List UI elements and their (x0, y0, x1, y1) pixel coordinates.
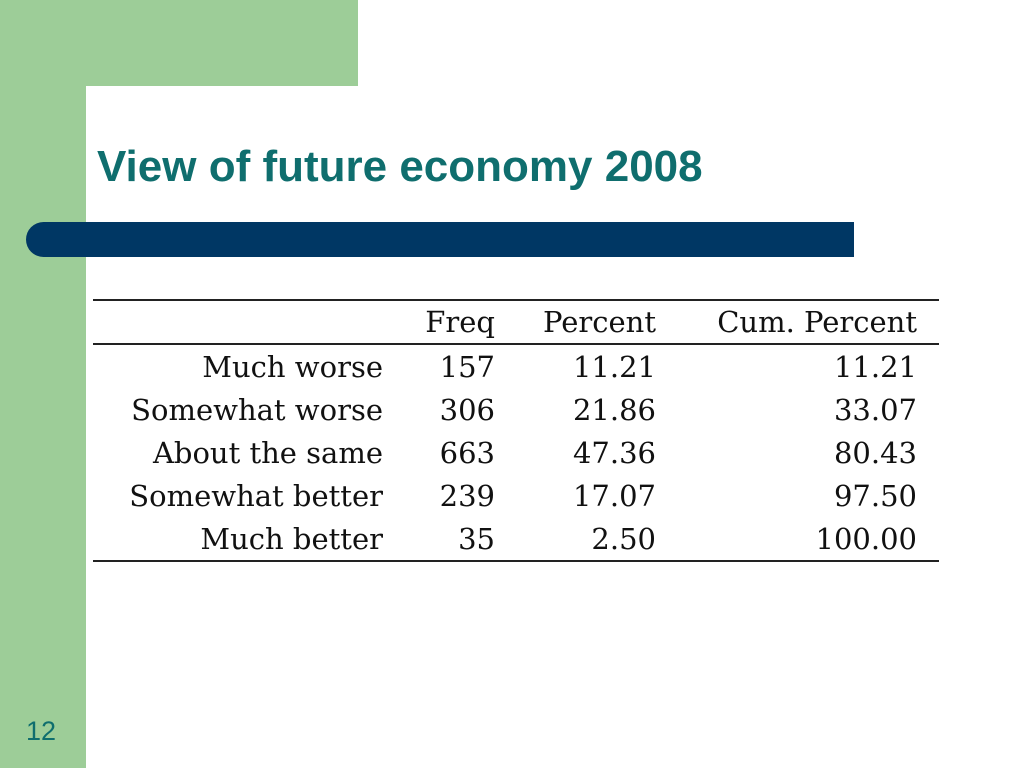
table-row: About the same 663 47.36 80.43 (93, 431, 939, 474)
row-pad (917, 517, 939, 562)
header-label (93, 299, 383, 345)
top-accent-block (0, 0, 358, 86)
page-number: 12 (26, 716, 57, 746)
content-panel (86, 86, 1024, 768)
row-percent: 21.86 (572, 392, 656, 427)
header-freq: Freq (383, 299, 495, 345)
left-accent-bar (0, 0, 86, 768)
row-pad (917, 431, 939, 474)
table-row: Somewhat worse 306 21.86 33.07 (93, 388, 939, 431)
row-label: Somewhat better (129, 478, 383, 513)
row-pad (917, 344, 939, 388)
table-row: Somewhat better 239 17.07 97.50 (93, 474, 939, 517)
row-percent: 2.50 (495, 517, 656, 562)
frequency-table-container: Freq Percent Cum. Percent Much worse 157… (93, 299, 939, 562)
header-percent: Percent (495, 299, 656, 345)
row-label: About the same (152, 435, 383, 470)
row-percent: 17.07 (572, 478, 656, 513)
row-label: Much worse (202, 349, 383, 384)
table-header-row: Freq Percent Cum. Percent (93, 299, 939, 345)
row-freq: 157 (439, 349, 495, 384)
row-freq: 306 (439, 392, 495, 427)
row-cum-percent: 97.50 (833, 478, 917, 513)
header-cum-percent: Cum. Percent (656, 299, 917, 345)
row-label: Much better (93, 517, 383, 562)
row-freq: 239 (439, 478, 495, 513)
row-percent: 47.36 (572, 435, 656, 470)
row-cum-percent: 33.07 (833, 392, 917, 427)
slide-title: View of future economy 2008 (97, 142, 703, 191)
row-label: Somewhat worse (131, 392, 383, 427)
row-cum-percent: 11.21 (833, 349, 917, 384)
row-freq: 663 (439, 435, 495, 470)
row-pad (917, 474, 939, 517)
row-pad (917, 388, 939, 431)
title-underline-bar (26, 222, 854, 257)
table-row: Much worse 157 11.21 11.21 (93, 344, 939, 388)
header-pad (917, 299, 939, 345)
row-freq: 35 (383, 517, 495, 562)
frequency-table: Freq Percent Cum. Percent Much worse 157… (93, 299, 939, 562)
table-row: Much better 35 2.50 100.00 (93, 517, 939, 562)
row-percent: 11.21 (572, 349, 656, 384)
row-cum-percent: 100.00 (656, 517, 917, 562)
row-cum-percent: 80.43 (833, 435, 917, 470)
